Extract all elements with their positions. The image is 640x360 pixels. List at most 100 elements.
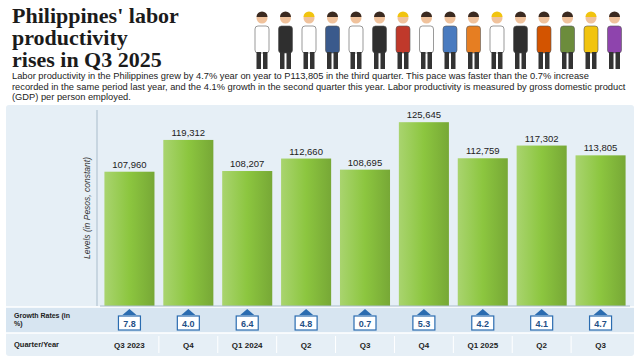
growth-arrow — [594, 309, 608, 315]
growth-icon: 7.8 — [118, 309, 140, 330]
growth-arrow — [122, 309, 136, 315]
worker-leg — [475, 52, 480, 69]
growth-icon: 6.4 — [236, 309, 258, 330]
worker-head — [257, 13, 268, 24]
worker-figure — [584, 12, 598, 70]
bar — [222, 171, 272, 306]
worker-leg — [609, 52, 614, 69]
worker-head — [468, 13, 479, 24]
worker-body — [608, 26, 622, 53]
worker-hair — [327, 12, 338, 17]
growth-arrow — [240, 309, 254, 315]
worker-leg — [280, 52, 285, 69]
bar — [340, 170, 390, 306]
worker-leg — [257, 52, 262, 69]
worker-head — [374, 13, 385, 24]
worker-leg — [381, 52, 386, 69]
growth-arrow — [299, 309, 313, 315]
worker-figure — [326, 12, 340, 70]
worker-body — [279, 26, 293, 53]
worker-leg — [545, 52, 550, 69]
category-divider — [217, 336, 218, 353]
bar — [517, 146, 567, 306]
worker-figure — [349, 12, 363, 69]
growth-row-label: Growth Rates (in %) — [14, 312, 72, 328]
growth-box — [413, 316, 435, 330]
worker-leg — [428, 52, 433, 69]
x-tick-label: Q3 — [595, 341, 606, 350]
data-label: 108,207 — [230, 158, 264, 169]
worker-leg — [616, 52, 621, 69]
worker-figure — [537, 12, 551, 70]
data-label: 113,805 — [584, 142, 618, 153]
worker-head — [398, 13, 409, 24]
worker-figure — [396, 12, 410, 70]
worker-head — [492, 13, 503, 24]
worker-body — [467, 26, 481, 53]
worker-hair — [586, 12, 597, 17]
title: rises in Q3 2025 — [12, 47, 162, 72]
worker-leg — [592, 52, 597, 69]
worker-figure — [255, 12, 269, 70]
row-separator — [6, 306, 634, 308]
x-tick-label: Q3 — [360, 341, 371, 350]
category-divider — [158, 336, 159, 353]
worker-body — [420, 26, 434, 53]
growth-box — [531, 316, 553, 330]
worker-leg — [492, 52, 497, 69]
growth-icon: 4.2 — [472, 309, 494, 330]
growth-value: 4.7 — [594, 319, 607, 329]
worker-leg — [515, 52, 520, 69]
worker-body — [326, 26, 340, 53]
growth-icon: 5.3 — [413, 309, 435, 330]
bar — [104, 172, 154, 306]
worker-head — [445, 13, 456, 24]
growth-value: 0.7 — [359, 319, 372, 329]
growth-box — [472, 316, 494, 330]
worker-hair — [609, 12, 620, 17]
subtitle: Labor productivity in the Philippines gr… — [12, 71, 628, 103]
growth-icon: 4.8 — [295, 309, 317, 330]
worker-leg — [263, 52, 268, 69]
worker-figure — [561, 12, 575, 70]
row-separator — [6, 332, 634, 334]
worker-leg — [586, 52, 591, 69]
data-label: 107,960 — [112, 159, 146, 170]
growth-arrow — [181, 309, 195, 315]
worker-body — [537, 26, 551, 53]
category-divider — [512, 336, 513, 353]
worker-leg — [522, 52, 527, 69]
worker-figure — [302, 12, 316, 70]
bar — [281, 159, 331, 306]
worker-leg — [404, 52, 409, 69]
worker-hair — [304, 12, 315, 17]
worker-leg — [327, 52, 332, 69]
worker-hair — [515, 12, 526, 17]
worker-figure — [420, 12, 434, 70]
worker-body — [302, 26, 316, 53]
worker-leg — [351, 52, 356, 69]
data-label: 119,312 — [172, 127, 206, 138]
growth-box — [118, 316, 140, 330]
growth-value: 7.8 — [123, 319, 136, 329]
bar — [163, 140, 213, 306]
growth-box — [354, 316, 376, 330]
worker-leg — [539, 52, 544, 69]
worker-head — [421, 13, 432, 24]
worker-head — [562, 13, 573, 24]
worker-hair — [492, 12, 503, 17]
data-label: 108,695 — [348, 157, 382, 168]
x-tick-label: Q2 — [536, 341, 547, 350]
worker-head — [304, 13, 315, 24]
worker-body — [396, 26, 410, 53]
x-tick-label: Q2 — [301, 341, 312, 350]
growth-value: 6.4 — [241, 319, 254, 329]
x-tick-label: Q4 — [419, 341, 430, 350]
worker-hair — [398, 12, 409, 17]
worker-leg — [451, 52, 456, 69]
worker-head — [515, 13, 526, 24]
worker-hair — [257, 12, 268, 17]
worker-figure — [608, 12, 622, 70]
worker-leg — [468, 52, 473, 69]
worker-body — [514, 26, 528, 53]
